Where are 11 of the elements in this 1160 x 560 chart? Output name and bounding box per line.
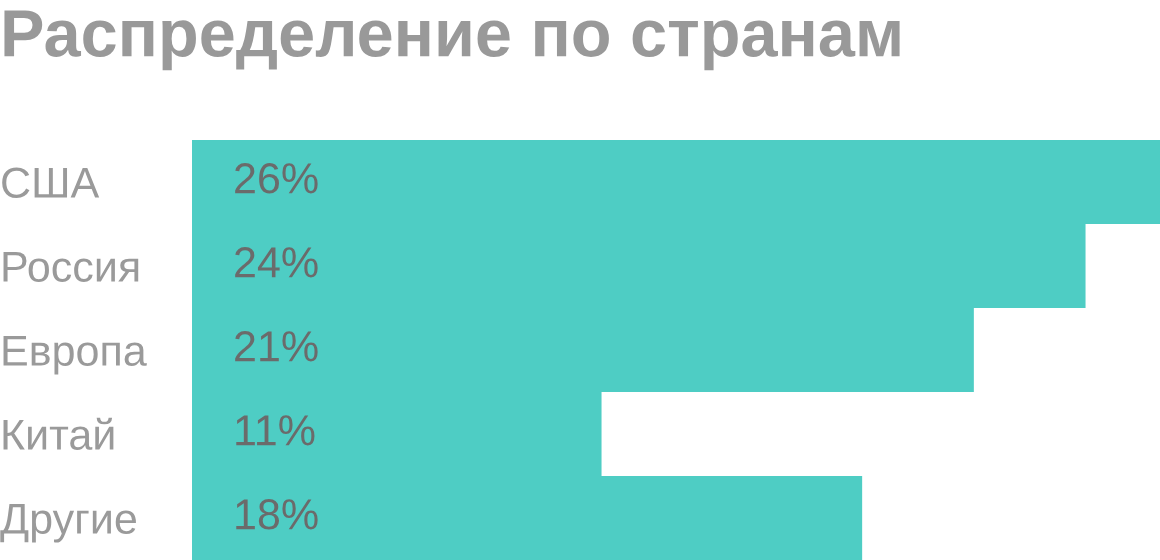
data-label: 18% [236,499,318,530]
y-tick-label: Другие [0,503,136,543]
data-label: 26% [235,163,318,194]
data-label: 24% [235,247,318,278]
data-label: 21% [235,331,318,362]
data-label: 11% [236,415,315,446]
y-tick-label: Китай [3,417,114,451]
y-tick-label: Европа [3,335,147,375]
y-tick-label: Россия [3,251,139,283]
y-tick-label: США [2,167,100,199]
chart-title: Распределение по странам [4,10,900,71]
